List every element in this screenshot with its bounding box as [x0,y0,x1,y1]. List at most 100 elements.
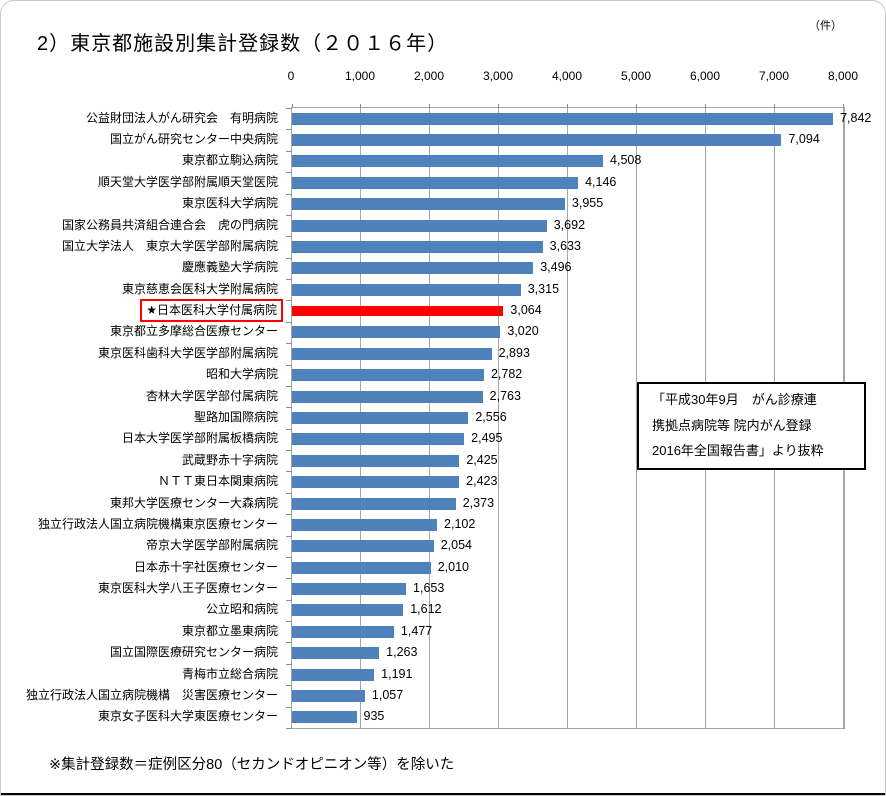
bar [292,604,404,617]
category-axis-tick [286,642,292,643]
axis-tick [429,104,430,108]
bar [292,176,579,189]
category-axis-tick [286,172,292,173]
x-axis: 0 1,000 2,000 3,000 4,000 5,000 6,000 7,000 8,00… [287,69,858,85]
category-label: 公益財団法人がん研究会 有明病院 [85,110,278,125]
category-label-row: 国立国際医療研究センター病院 [1,641,285,662]
category-axis-tick [286,365,292,366]
category-label: 杏林大学医学部付属病院 [145,388,278,403]
category-label-row: ★日本医科大学付属病院 [1,298,285,322]
category-label-highlighted: ★日本医科大学付属病院 [140,298,283,322]
category-axis-tick [286,557,292,558]
footnote: ※集計登録数＝症例区分80（セカンドオピニオン等）を除いた [49,757,455,773]
category-label: 東京都立多摩総合医療センター [109,324,278,339]
x-tick-label: 6,000 [689,69,721,83]
axis-tick [774,104,775,108]
x-tick-label: 0 [287,69,295,83]
category-label-row: 昭和大学病院 [1,364,285,385]
category-labels: 公益財団法人がん研究会 有明病院国立がん研究センター中央病院東京都立駒込病院順天… [1,107,285,727]
category-label-row: 東京女子医科大学東医療センター [1,706,285,727]
category-label: 公立昭和病院 [205,602,278,617]
category-label: 国家公務員共済組合連合会 虎の門病院 [61,217,278,232]
category-axis-tick [286,258,292,259]
gridline [567,108,568,728]
bar [292,625,394,638]
bar-highlighted [292,306,504,317]
category-axis-tick [286,621,292,622]
category-label: 国立国際医療研究センター病院 [109,645,278,660]
category-label: 東京医科大学八王子医療センター [97,581,278,596]
category-label-row: 聖路加国際病院 [1,406,285,427]
bar [292,240,543,253]
category-label-row: 国立がん研究センター中央病院 [1,128,285,149]
category-axis-tick [286,429,292,430]
category-label-row: 青梅市立総合病院 [1,663,285,684]
annotation-line: 携拠点病院等 院内がん登録 [652,417,812,433]
bar [292,518,438,531]
category-axis-tick [286,685,292,686]
category-label-row: 国家公務員共済組合連合会 虎の門病院 [1,214,285,235]
category-axis-tick [286,450,292,451]
bar [292,112,834,125]
x-tick-label: 3,000 [482,69,514,83]
category-label-row: 東京都立墨東病院 [1,620,285,641]
axis-unit-label: （件） [809,20,842,32]
category-axis-tick [286,536,292,537]
category-label-row: 東邦大学医療センター大森病院 [1,492,285,513]
bar [292,497,456,510]
axis-tick [705,104,706,108]
category-axis-tick [286,407,292,408]
category-label: 順天堂大学医学部附属順天堂医院 [97,174,278,189]
category-axis-tick [286,600,292,601]
category-label-row: 独立行政法人国立病院機構 災害医療センター [1,684,285,705]
category-axis-tick [286,707,292,708]
category-axis-tick [286,664,292,665]
bar [292,540,434,553]
gridline [498,108,499,728]
bar [292,412,469,424]
category-label-row: 東京都立多摩総合医療センター [1,321,285,342]
category-label-row: 東京都立駒込病院 [1,150,285,171]
axis-tick [498,104,499,108]
category-label-row: 公益財団法人がん研究会 有明病院 [1,107,285,128]
category-label-row: ＮＴＴ東日本関東病院 [1,470,285,491]
axis-tick [292,104,293,108]
category-label: 帝京大学医学部附属病院 [145,538,278,553]
category-label-row: 東京医科歯科大学医学部附属病院 [1,342,285,363]
category-axis-tick [286,215,292,216]
axis-tick [567,104,568,108]
bar [292,668,375,681]
category-axis-tick [286,151,292,152]
category-label: 東京慈恵会医科大学附属病院 [121,281,278,296]
category-label: 国立がん研究センター中央病院 [109,132,278,147]
x-tick-label: 4,000 [551,69,583,83]
category-axis-tick [286,279,292,280]
bar [292,647,380,660]
category-axis-tick [286,386,292,387]
bar [292,561,431,574]
bar [292,155,604,168]
bar [292,433,465,446]
category-label: 武蔵野赤十字病院 [181,452,278,467]
bar [292,369,484,382]
category-label: 聖路加国際病院 [193,409,278,424]
category-axis-tick [286,493,292,494]
category-label: 慶應義塾大学病院 [181,260,278,275]
category-axis-tick [286,300,292,301]
category-label: 独立行政法人国立病院機構 災害医療センター [25,687,278,702]
category-label: 東邦大学医療センター大森病院 [109,495,278,510]
source-annotation-box: 「平成30年9月 がん診療連 携拠点病院等 院内がん登録 2016年全国報告書」… [637,382,866,470]
category-label: 日本大学医学部附属板橋病院 [121,431,278,446]
category-label: 青梅市立総合病院 [181,666,278,681]
category-label-row: 帝京大学医学部附属病院 [1,535,285,556]
category-label-row: 日本大学医学部附属板橋病院 [1,428,285,449]
bar [292,583,407,596]
category-axis-tick [286,236,292,237]
axis-tick [843,104,844,108]
category-axis-tick [286,129,292,130]
category-label-row: 杏林大学医学部付属病院 [1,385,285,406]
category-label: 東京都立墨東病院 [181,623,278,638]
axis-tick [360,104,361,108]
bar [292,454,460,467]
